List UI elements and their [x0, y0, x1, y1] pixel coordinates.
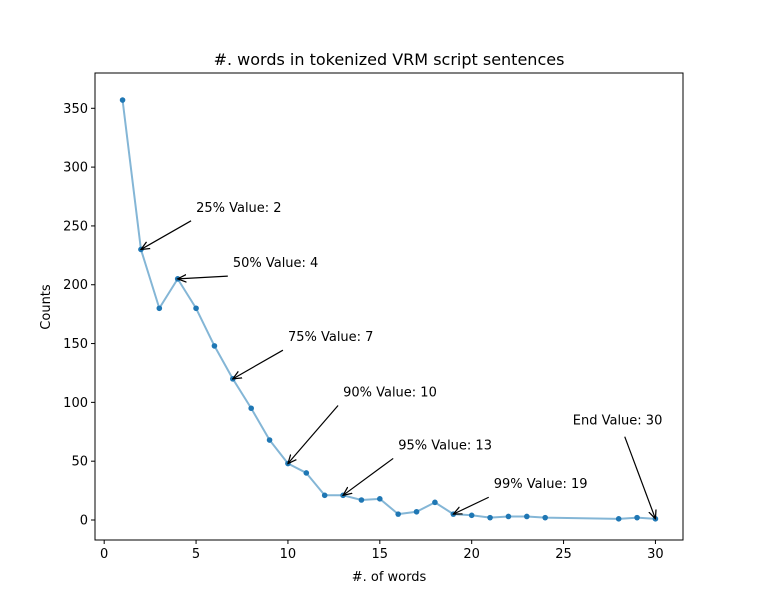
data-point	[432, 499, 438, 506]
annotation-label: 50% Value: 4	[233, 256, 319, 271]
annotation-arrow	[453, 496, 489, 514]
y-tick-label: 50	[71, 455, 88, 470]
y-tick-label: 350	[63, 102, 88, 117]
annotation-arrow	[141, 220, 192, 250]
data-point	[193, 305, 199, 312]
data-point	[156, 305, 163, 312]
annotation-arrow	[233, 349, 284, 379]
annotation-arrow	[343, 457, 394, 495]
y-tick-label: 300	[63, 161, 88, 176]
y-tick-label: 150	[63, 337, 88, 352]
annotation-label: 90% Value: 10	[343, 385, 437, 400]
plot-area	[119, 97, 659, 522]
x-tick-label: 10	[280, 547, 297, 562]
data-point	[615, 516, 622, 522]
data-point	[266, 437, 273, 443]
data-point	[230, 376, 236, 382]
chart-title: #. words in tokenized VRM script sentenc…	[214, 50, 565, 69]
y-axis-label: Counts	[39, 284, 54, 330]
data-point	[119, 97, 126, 103]
x-tick-label: 5	[192, 547, 200, 562]
x-tick-label: 15	[372, 547, 389, 562]
data-point	[358, 497, 365, 503]
x-tick-label: 0	[100, 547, 108, 562]
y-tick-label: 200	[63, 278, 88, 293]
x-tick-label: 30	[647, 547, 664, 562]
annotation-label: 99% Value: 19	[494, 477, 588, 492]
data-point	[413, 508, 420, 515]
x-tick-label: 25	[555, 547, 572, 562]
annotation-arrow	[288, 405, 339, 463]
data-point	[377, 496, 383, 502]
data-point	[303, 470, 310, 476]
y-tick-label: 100	[63, 396, 88, 411]
data-point	[248, 405, 254, 412]
data-point	[468, 512, 475, 519]
annotation-label: 25% Value: 2	[196, 201, 282, 216]
annotation-label: End Value: 30	[573, 414, 663, 429]
data-point	[505, 513, 512, 520]
data-point	[634, 514, 640, 521]
data-point	[487, 514, 493, 521]
annotation-arrow	[178, 276, 228, 279]
x-axis-label: #. of words	[352, 570, 427, 585]
y-tick-label: 250	[63, 219, 88, 234]
data-point	[211, 343, 218, 349]
data-point	[524, 513, 530, 520]
data-point	[395, 511, 401, 517]
data-point	[321, 492, 328, 499]
series-line	[121, 99, 656, 520]
y-tick-label: 0	[80, 514, 88, 529]
annotation-label: 75% Value: 7	[288, 330, 374, 345]
annotation-label: 95% Value: 13	[398, 438, 492, 453]
data-point	[542, 514, 548, 521]
plot-frame	[94, 72, 684, 541]
x-tick-label: 20	[463, 547, 480, 562]
annotation-arrow	[624, 436, 656, 519]
